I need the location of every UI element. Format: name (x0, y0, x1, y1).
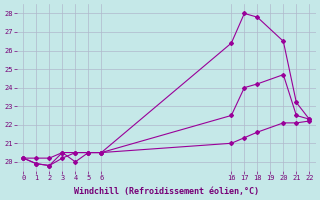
X-axis label: Windchill (Refroidissement éolien,°C): Windchill (Refroidissement éolien,°C) (74, 187, 259, 196)
